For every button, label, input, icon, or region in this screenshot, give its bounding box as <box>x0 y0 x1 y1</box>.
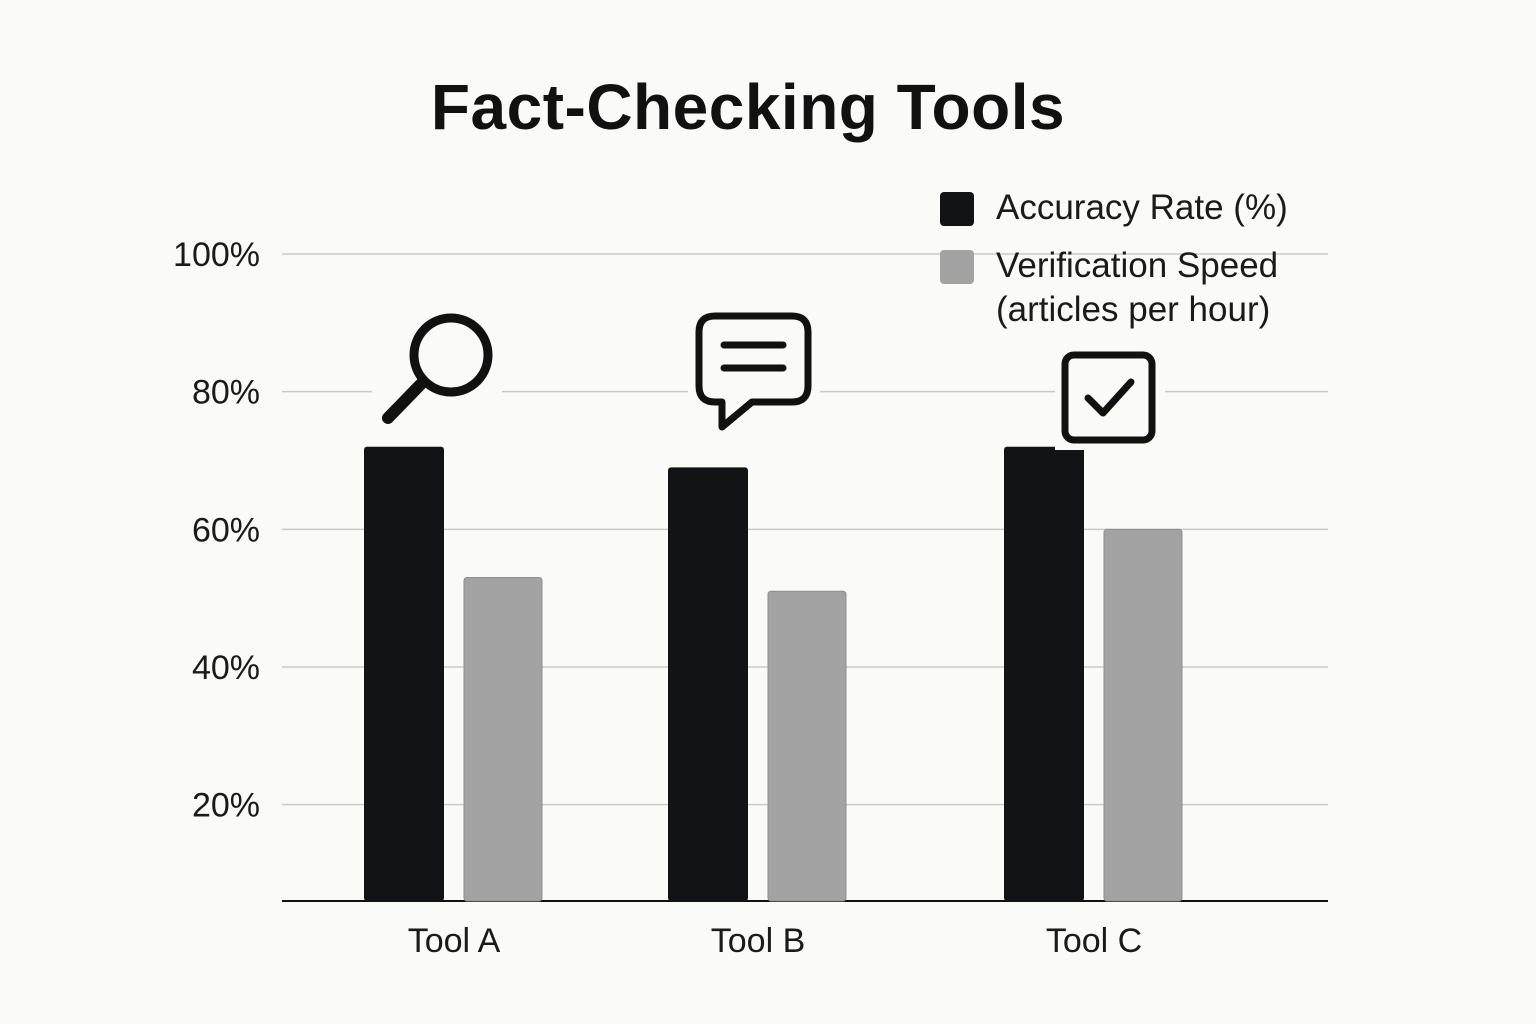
y-tick-label: 20% <box>192 787 260 825</box>
magnifier-icon <box>382 313 493 424</box>
legend-swatch-accuracy <box>940 192 974 226</box>
y-tick-label: 100% <box>173 236 260 274</box>
x-tick-label: Tool A <box>408 922 501 960</box>
bar-speed-tool-b <box>767 590 847 902</box>
legend-swatch-speed <box>940 250 974 284</box>
x-tick-label: Tool B <box>711 922 806 960</box>
legend-item-speed: Verification Speed (articles per hour) <box>940 244 1288 332</box>
legend-label-speed-line2: (articles per hour) <box>996 290 1271 329</box>
bar-speed-tool-a <box>463 577 543 902</box>
legend-label-speed: Verification Speed (articles per hour) <box>996 244 1278 332</box>
chart-title: Fact-Checking Tools <box>430 71 1066 143</box>
bar-accuracy-tool-b <box>668 467 748 901</box>
legend-label-accuracy: Accuracy Rate (%) <box>996 188 1288 227</box>
bar-speed-tool-c <box>1103 528 1183 902</box>
icon-mask <box>1055 345 1165 450</box>
y-tick-label: 60% <box>192 511 260 549</box>
x-tick-label: Tool C <box>1046 922 1142 960</box>
bar-accuracy-tool-c <box>1004 446 1084 901</box>
legend: Accuracy Rate (%) Verification Speed (ar… <box>940 186 1288 346</box>
y-tick-label: 80% <box>192 374 260 412</box>
legend-item-accuracy: Accuracy Rate (%) <box>940 186 1288 230</box>
y-tick-label: 40% <box>192 649 260 687</box>
bar-accuracy-tool-a <box>364 446 444 901</box>
legend-label-speed-line1: Verification Speed <box>996 246 1279 285</box>
checkbox-icon <box>1061 351 1156 444</box>
speech-bubble-icon <box>695 312 812 431</box>
